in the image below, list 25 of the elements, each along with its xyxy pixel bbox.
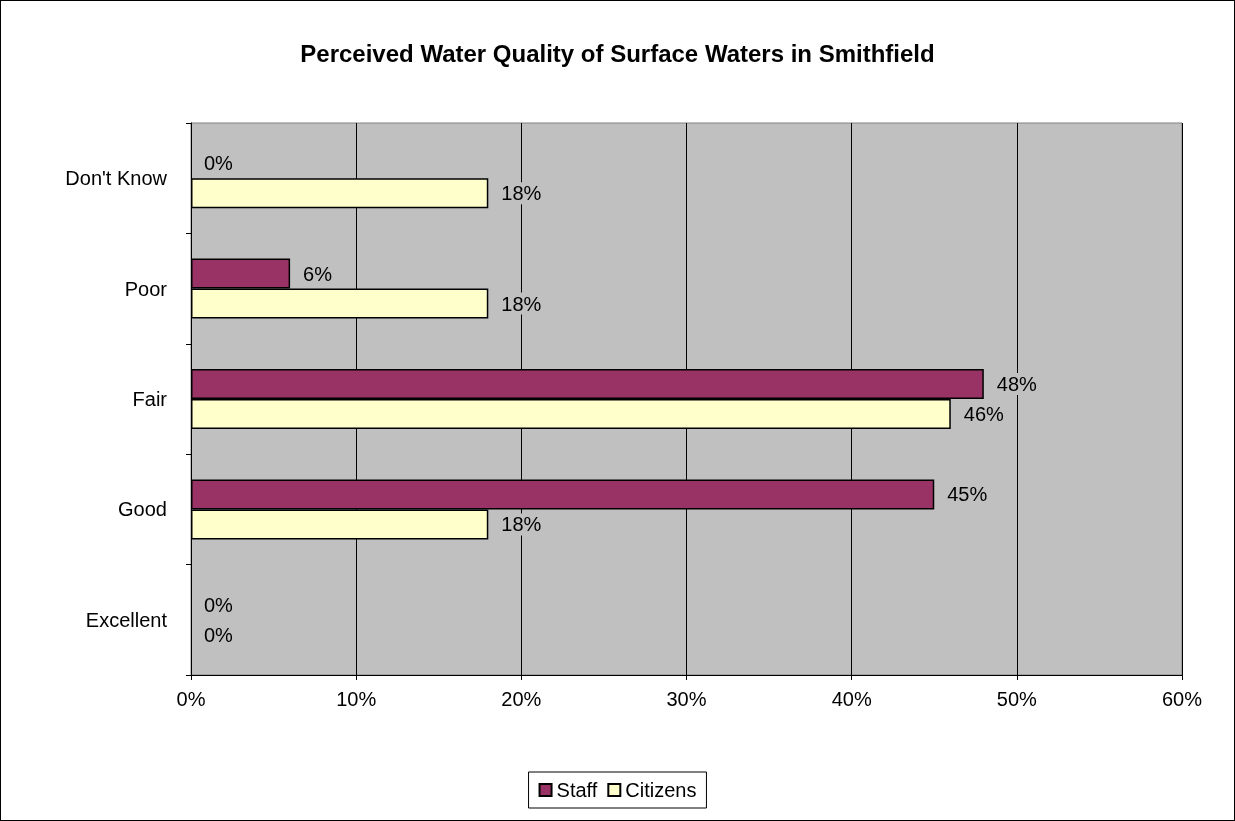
x-tick-label: 60% — [1161, 688, 1203, 710]
y-tick-label: Poor — [124, 277, 168, 300]
data-label: 18% — [501, 513, 542, 536]
x-tick-label: 10% — [336, 688, 377, 710]
data-label: 18% — [501, 292, 542, 315]
y-tick-label: Good — [118, 498, 167, 521]
legend-label: Citizens — [625, 779, 697, 801]
data-label: 18% — [501, 182, 542, 205]
x-tick-label: 20% — [501, 688, 542, 710]
data-label: 45% — [947, 483, 988, 506]
data-label: 0% — [204, 623, 234, 646]
x-tick-label: 0% — [176, 688, 206, 710]
x-tick-label: 50% — [996, 688, 1038, 710]
y-tick-label: Fair — [132, 388, 168, 410]
data-label: 48% — [996, 373, 1038, 395]
chart-title: Perceived Water Quality of Surface Waters in Smithfield — [300, 39, 935, 67]
y-tick-label: Don't Know — [65, 167, 168, 190]
data-label: 0% — [204, 152, 234, 175]
data-label: 46% — [963, 403, 1005, 425]
x-tick-label: 30% — [666, 688, 707, 710]
data-label: 0% — [204, 593, 234, 616]
data-label: 6% — [303, 262, 333, 285]
y-tick-label: Excellent — [85, 608, 168, 631]
legend-label: Staff — [556, 779, 598, 801]
x-tick-label: 40% — [831, 688, 872, 710]
